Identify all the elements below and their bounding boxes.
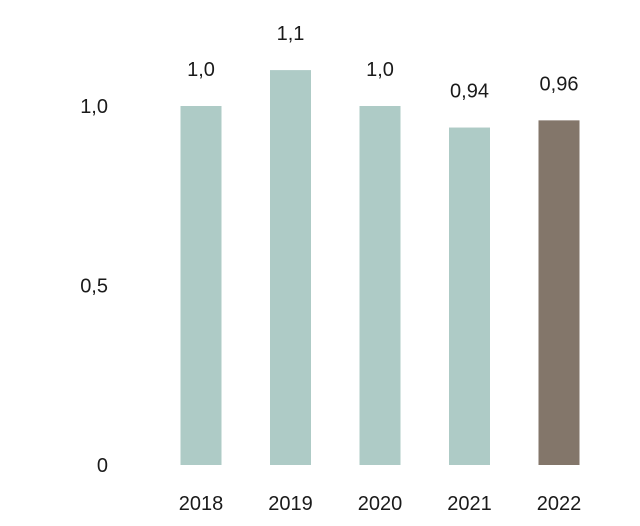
bar-2020: [359, 106, 401, 465]
bar-2019: [270, 70, 311, 465]
data-label-2019: 1,1: [277, 23, 305, 45]
data-label-2021: 0,94: [450, 81, 489, 103]
y-tick-label: 0,5: [80, 276, 108, 298]
data-label-2020: 1,0: [366, 59, 394, 81]
x-tick-label-2022: 2022: [537, 493, 582, 515]
y-axis-ticks: 0 0,5 1,0: [80, 96, 108, 477]
x-tick-label-2018: 2018: [179, 493, 224, 515]
bars: [180, 70, 580, 466]
x-tick-label-2019: 2019: [268, 493, 313, 515]
y-tick-label: 1,0: [80, 96, 108, 118]
bar-2021: [449, 127, 490, 465]
bar-2022: [538, 120, 580, 466]
y-tick-label: 0: [97, 455, 108, 477]
x-axis-labels: 2018 2019 2020 2021 2022: [179, 493, 582, 515]
bar-2018: [180, 106, 222, 465]
data-label-2018: 1,0: [187, 59, 215, 81]
data-label-2022: 0,96: [540, 73, 579, 95]
x-tick-label-2021: 2021: [447, 493, 492, 515]
x-tick-label-2020: 2020: [358, 493, 403, 515]
data-labels: 1,0 1,1 1,0 0,94 0,96: [187, 23, 578, 102]
